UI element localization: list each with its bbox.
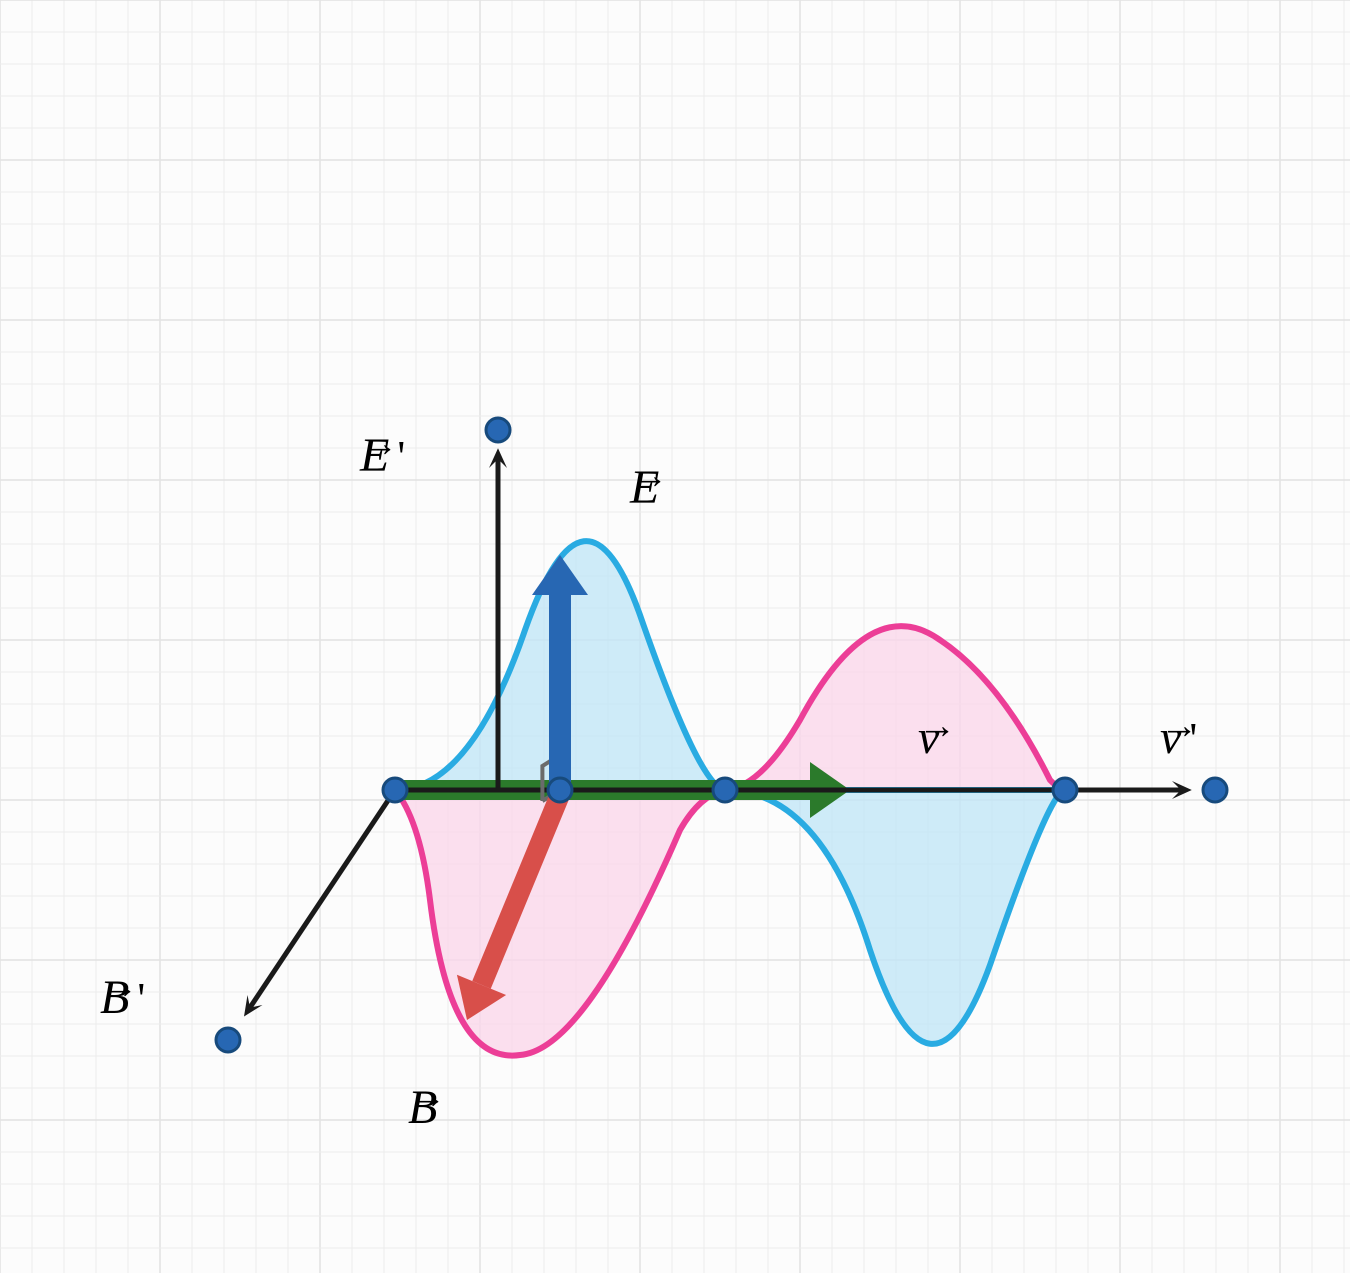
grid (0, 0, 1350, 1273)
label-E-prime: → E ' (360, 428, 405, 483)
label-B-prime: → B ' (100, 970, 145, 1025)
label-E: → E (630, 460, 659, 515)
axes (244, 448, 1192, 1016)
label-E-prime-mark: ' (397, 431, 405, 482)
label-v-prime: → v ' (1160, 710, 1197, 765)
points (216, 418, 1227, 1052)
label-B-prime-mark: ' (137, 973, 145, 1024)
label-v: → v (918, 710, 939, 765)
label-B: → B (408, 1080, 437, 1135)
diagram-canvas (0, 0, 1350, 1273)
